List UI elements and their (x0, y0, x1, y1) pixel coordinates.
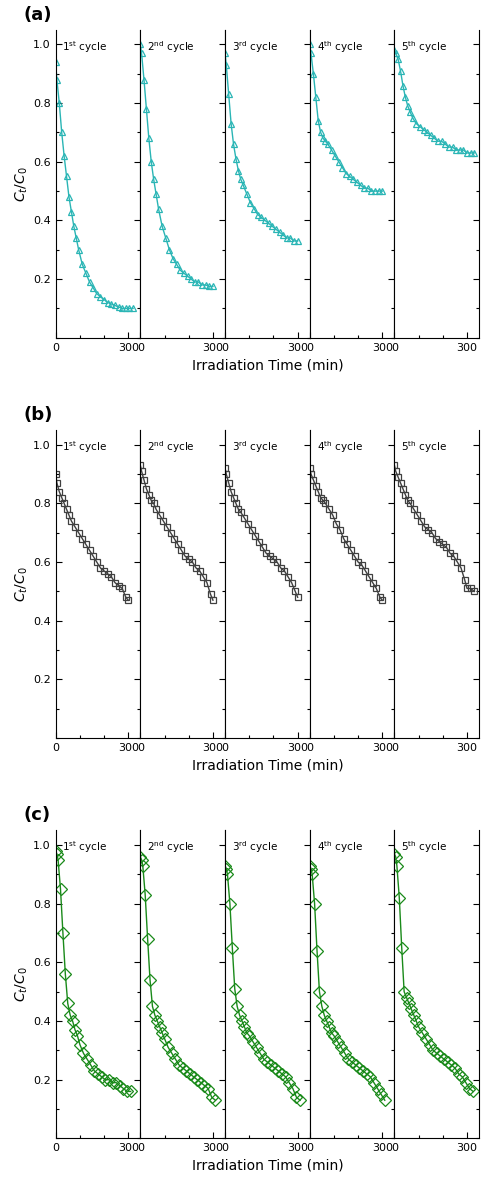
X-axis label: Irradiation Time (min): Irradiation Time (min) (192, 1159, 343, 1173)
Text: 2$^{\mathrm{nd}}$ cycle: 2$^{\mathrm{nd}}$ cycle (147, 440, 195, 455)
Text: (c): (c) (24, 806, 51, 825)
Y-axis label: $C_t/C_0$: $C_t/C_0$ (14, 967, 30, 1002)
Y-axis label: $C_t/C_0$: $C_t/C_0$ (14, 166, 30, 201)
Text: (a): (a) (24, 6, 52, 24)
Text: 5$^{\mathrm{th}}$ cycle: 5$^{\mathrm{th}}$ cycle (401, 39, 447, 55)
Text: 4$^{\mathrm{th}}$ cycle: 4$^{\mathrm{th}}$ cycle (317, 839, 363, 856)
Text: 5$^{\mathrm{th}}$ cycle: 5$^{\mathrm{th}}$ cycle (401, 839, 447, 856)
Text: 4$^{\mathrm{th}}$ cycle: 4$^{\mathrm{th}}$ cycle (317, 440, 363, 455)
Text: 3$^{\mathrm{rd}}$ cycle: 3$^{\mathrm{rd}}$ cycle (232, 39, 278, 55)
Text: (b): (b) (24, 406, 53, 424)
Text: 3$^{\mathrm{rd}}$ cycle: 3$^{\mathrm{rd}}$ cycle (232, 839, 278, 856)
Text: 1$^{\mathrm{st}}$ cycle: 1$^{\mathrm{st}}$ cycle (62, 39, 107, 55)
Text: 4$^{\mathrm{th}}$ cycle: 4$^{\mathrm{th}}$ cycle (317, 39, 363, 55)
Text: 2$^{\mathrm{nd}}$ cycle: 2$^{\mathrm{nd}}$ cycle (147, 39, 195, 55)
Text: 5$^{\mathrm{th}}$ cycle: 5$^{\mathrm{th}}$ cycle (401, 440, 447, 455)
Text: 1$^{\mathrm{st}}$ cycle: 1$^{\mathrm{st}}$ cycle (62, 839, 107, 856)
Text: 3$^{\mathrm{rd}}$ cycle: 3$^{\mathrm{rd}}$ cycle (232, 440, 278, 455)
Text: 2$^{\mathrm{nd}}$ cycle: 2$^{\mathrm{nd}}$ cycle (147, 839, 195, 856)
X-axis label: Irradiation Time (min): Irradiation Time (min) (192, 358, 343, 372)
Y-axis label: $C_t/C_0$: $C_t/C_0$ (14, 566, 30, 602)
Text: 1$^{\mathrm{st}}$ cycle: 1$^{\mathrm{st}}$ cycle (62, 440, 107, 455)
X-axis label: Irradiation Time (min): Irradiation Time (min) (192, 758, 343, 772)
